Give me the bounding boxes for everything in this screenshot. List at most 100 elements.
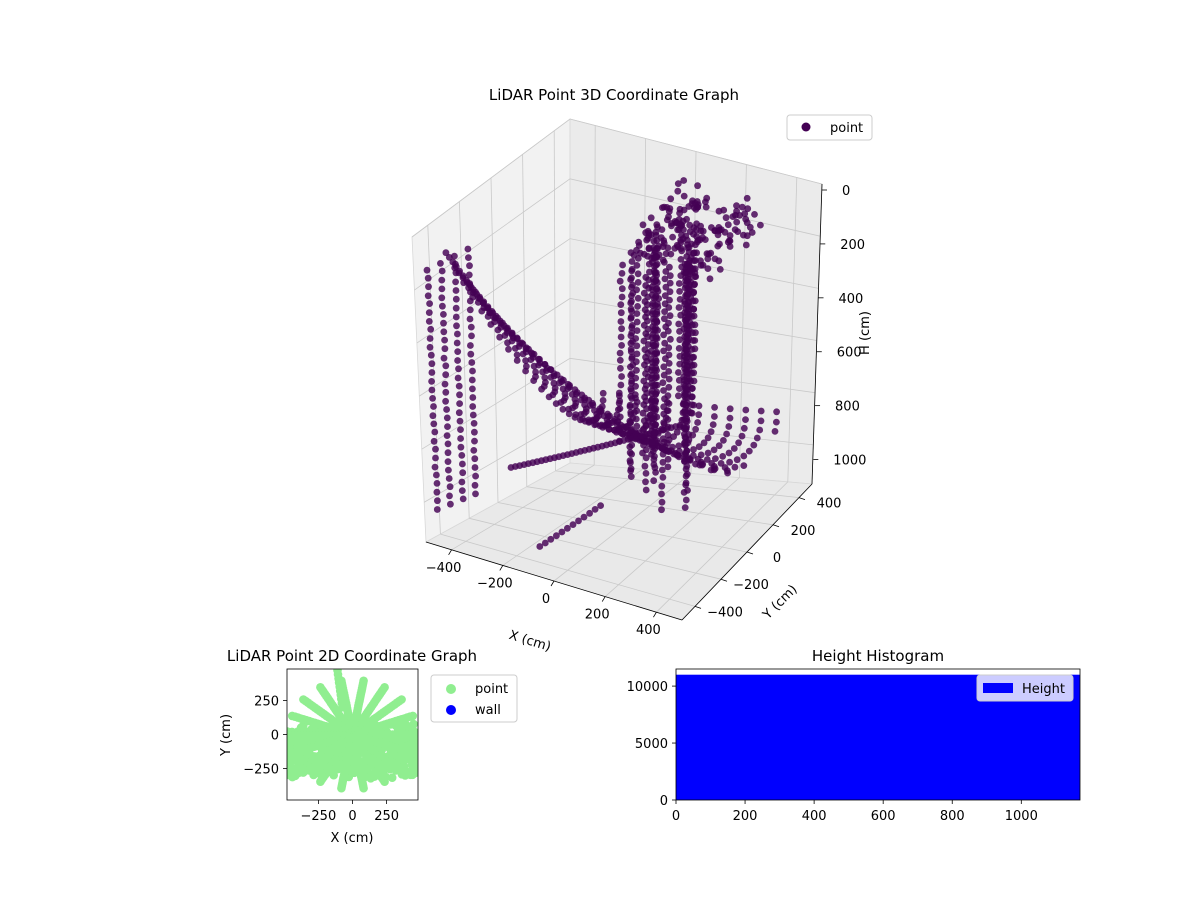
- data-point: [558, 528, 566, 536]
- data-point: [722, 214, 730, 222]
- data-point: [434, 497, 441, 505]
- chart-2d-scatter: LiDAR Point 2D Coordinate Graph −250−250…: [219, 647, 518, 846]
- data-point: [686, 228, 694, 236]
- data-point: [711, 404, 718, 411]
- data-point: [541, 361, 549, 368]
- data-point: [664, 392, 672, 400]
- data-point: [578, 391, 586, 399]
- data-point: [452, 313, 460, 321]
- y-tick-label-2d: −250: [243, 763, 279, 778]
- data-point: [642, 478, 649, 486]
- data-point: [617, 318, 625, 325]
- data-point: [287, 711, 297, 721]
- data-point: [628, 307, 635, 315]
- legend-2d-wall-marker: [446, 705, 456, 715]
- data-point: [634, 270, 642, 278]
- data-point: [704, 265, 712, 272]
- x-tick-label-histogram: 400: [802, 809, 827, 824]
- data-point: [704, 449, 712, 457]
- data-point: [412, 730, 418, 739]
- data-point: [757, 417, 765, 425]
- data-point: [456, 391, 463, 399]
- data-point: [694, 238, 701, 246]
- data-point: [697, 262, 705, 269]
- data-point: [444, 440, 452, 448]
- data-point: [645, 245, 653, 253]
- data-point: [443, 406, 450, 413]
- data-point: [432, 454, 439, 462]
- data-point: [569, 521, 577, 528]
- data-point: [648, 398, 655, 406]
- data-point: [541, 374, 549, 381]
- data-point: [674, 187, 682, 195]
- data-point: [671, 218, 679, 225]
- data-point: [773, 408, 780, 416]
- data-point: [726, 243, 734, 250]
- data-point: [616, 356, 624, 364]
- data-point: [465, 254, 472, 261]
- data-point: [469, 403, 477, 410]
- data-point: [429, 412, 437, 420]
- data-point: [707, 249, 715, 257]
- data-point: [714, 231, 722, 239]
- data-point: [654, 303, 662, 311]
- data-point: [642, 397, 650, 405]
- data-point: [643, 357, 651, 365]
- data-point: [642, 446, 650, 454]
- data-point: [616, 277, 624, 285]
- data-point: [716, 266, 724, 273]
- data-point: [627, 299, 635, 307]
- data-point: [688, 362, 696, 369]
- data-point: [680, 408, 688, 416]
- data-point: [468, 359, 476, 366]
- data-point: [658, 226, 666, 234]
- data-point: [642, 454, 650, 462]
- data-point: [702, 203, 710, 211]
- x-axis-label-2d: X (cm): [331, 831, 374, 846]
- data-point: [665, 447, 672, 455]
- data-point: [627, 427, 635, 434]
- data-point: [659, 474, 667, 481]
- x-tick-label-histogram: 200: [733, 809, 758, 824]
- data-point: [704, 434, 712, 442]
- data-point: [469, 385, 476, 393]
- data-point: [690, 288, 698, 296]
- data-point: [380, 777, 389, 786]
- data-point: [634, 279, 642, 286]
- data-point: [627, 473, 635, 480]
- legend-3d-marker: [801, 122, 811, 132]
- data-point: [466, 315, 474, 323]
- data-point: [650, 350, 658, 358]
- data-point: [721, 228, 729, 236]
- data-point: [756, 426, 764, 434]
- data-point: [661, 308, 668, 315]
- data-point: [682, 321, 690, 329]
- data-point: [688, 401, 696, 409]
- data-point: [424, 292, 432, 300]
- data-point: [682, 313, 689, 321]
- data-point: [459, 495, 467, 503]
- y-tick-label-3d: −200: [733, 578, 769, 593]
- data-point: [726, 405, 734, 413]
- data-point: [742, 241, 750, 249]
- data-point: [681, 438, 689, 446]
- data-point: [665, 304, 673, 311]
- data-point: [513, 351, 521, 359]
- data-point: [662, 250, 670, 258]
- data-point: [446, 492, 453, 500]
- data-point: [454, 330, 461, 338]
- data-point: [680, 400, 688, 408]
- z-tick-label-3d: 1000: [833, 454, 866, 469]
- data-point: [423, 266, 431, 274]
- data-point: [634, 303, 641, 310]
- data-point: [466, 280, 474, 287]
- data-point: [627, 418, 634, 426]
- data-point: [643, 389, 651, 397]
- data-point: [750, 441, 758, 449]
- z-tick-label-3d: 200: [840, 238, 865, 253]
- data-point: [675, 453, 683, 461]
- data-point: [687, 264, 695, 272]
- data-point: [757, 407, 765, 415]
- data-point: [695, 402, 703, 410]
